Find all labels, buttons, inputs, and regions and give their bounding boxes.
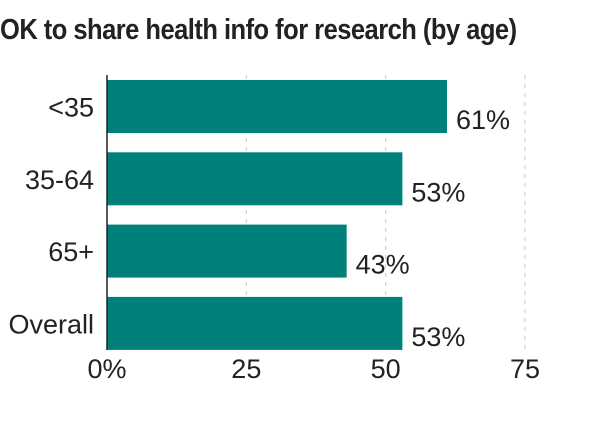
x-tick-label: 0%: [87, 354, 126, 384]
labels: 0% 25 50 75 <35 61% 35-64 53% 65+ 43% Overall 53%: [8, 93, 540, 385]
data-label: 43%: [356, 250, 410, 280]
data-label: 53%: [411, 177, 465, 207]
x-tick-label: 50: [371, 354, 401, 384]
category-label: Overall: [8, 309, 94, 339]
chart-title: OK to share health info for research (by…: [0, 14, 517, 46]
bar: [107, 224, 347, 278]
x-tick-label: 25: [231, 354, 261, 384]
data-label: 53%: [411, 322, 465, 352]
x-tick-label: 75: [510, 354, 540, 384]
category-label: <35: [48, 93, 94, 123]
category-label: 65+: [48, 237, 94, 267]
bar: [107, 80, 447, 133]
category-label: 35-64: [25, 165, 94, 195]
bar: [107, 296, 403, 350]
bars: [107, 80, 447, 350]
data-label: 61%: [456, 105, 510, 135]
bar: [107, 152, 403, 206]
